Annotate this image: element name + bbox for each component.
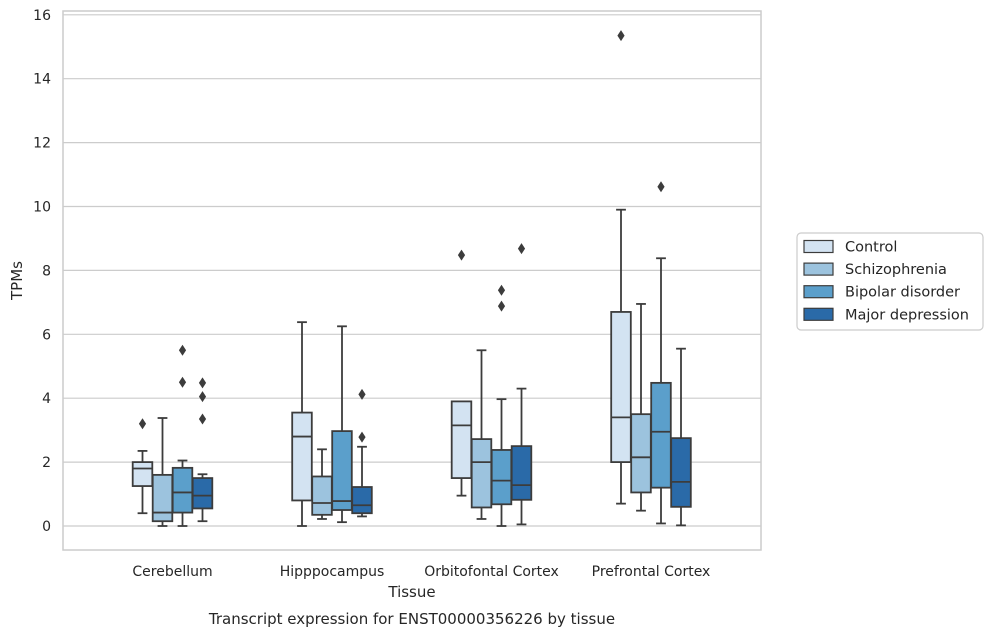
chart-caption: Transcript expression for ENST0000035622… bbox=[208, 610, 615, 628]
outlier-point bbox=[657, 181, 665, 193]
box-iqr bbox=[450, 400, 473, 479]
box-0-0 bbox=[131, 418, 154, 515]
box-iqr bbox=[510, 445, 533, 501]
box-iqr bbox=[311, 475, 333, 516]
outlier-point bbox=[497, 300, 506, 312]
outlier-point bbox=[198, 377, 207, 389]
legend-item: Major depression bbox=[803, 307, 969, 323]
legend-item: Control bbox=[803, 239, 897, 256]
box-iqr bbox=[470, 438, 493, 509]
outlier-point bbox=[198, 391, 207, 403]
x-tick-label: Prefrontal Cortex bbox=[592, 564, 711, 580]
y-tick-label: 16 bbox=[33, 8, 51, 24]
legend-label: Control bbox=[845, 240, 897, 256]
box-iqr bbox=[630, 413, 652, 494]
box-iqr bbox=[291, 411, 313, 502]
legend-label: Major depression bbox=[845, 307, 969, 323]
outlier-point bbox=[358, 388, 366, 400]
legend: Control Schizophrenia Bipolar disorder Majo… bbox=[796, 232, 984, 331]
box-iqr bbox=[171, 466, 194, 514]
x-tick-label: Cerebellum bbox=[132, 564, 212, 580]
box-3-1 bbox=[351, 388, 373, 518]
box-1-1 bbox=[311, 448, 333, 520]
box-iqr bbox=[131, 461, 154, 487]
legend-label: Bipolar disorder bbox=[845, 285, 960, 301]
box-iqr bbox=[490, 449, 513, 506]
outlier-point bbox=[457, 249, 466, 261]
box-iqr bbox=[351, 486, 373, 515]
box-iqr bbox=[331, 430, 353, 511]
y-tick-label: 0 bbox=[42, 519, 51, 535]
box-3-3 bbox=[670, 347, 692, 527]
legend-swatch bbox=[803, 262, 834, 276]
legend-label: Schizophrenia bbox=[845, 262, 947, 278]
box-0-1 bbox=[291, 321, 313, 527]
outlier-point bbox=[138, 418, 147, 430]
box-iqr bbox=[151, 473, 174, 523]
box-2-3 bbox=[650, 181, 672, 525]
box-0-3 bbox=[610, 30, 632, 505]
legend-swatch bbox=[803, 307, 834, 321]
legend-swatch bbox=[803, 239, 834, 254]
outlier-point bbox=[198, 413, 207, 425]
box-0-2 bbox=[450, 249, 473, 497]
y-tick-label: 14 bbox=[33, 72, 51, 88]
box-iqr bbox=[610, 311, 632, 463]
box-iqr bbox=[191, 477, 214, 510]
outlier-point bbox=[358, 431, 366, 443]
y-tick-label: 12 bbox=[33, 136, 51, 152]
y-tick-label: 6 bbox=[42, 327, 51, 343]
x-tick-label: Orbitofontal Cortex bbox=[424, 564, 559, 580]
box-3-0 bbox=[191, 377, 214, 523]
plot-frame bbox=[62, 10, 762, 551]
outlier-point bbox=[517, 243, 526, 255]
outlier-point bbox=[178, 376, 187, 388]
y-tick-label: 4 bbox=[42, 391, 51, 407]
y-tick-label: 2 bbox=[42, 455, 51, 471]
y-axis-label: TPMs bbox=[8, 261, 26, 301]
y-tick-label: 8 bbox=[42, 263, 51, 279]
box-2-1 bbox=[331, 325, 353, 524]
box-1-3 bbox=[630, 303, 652, 512]
box-series bbox=[131, 30, 692, 527]
outlier-point bbox=[617, 30, 625, 42]
legend-item: Bipolar disorder bbox=[803, 285, 960, 301]
x-axis-label: Tissue bbox=[387, 583, 435, 601]
outlier-point bbox=[497, 284, 506, 296]
x-tick-label: Hipppocampus bbox=[280, 564, 385, 580]
y-axis-ticks: 0 2 4 6 8 10 12 14 16 bbox=[33, 8, 51, 535]
box-iqr bbox=[650, 381, 672, 489]
legend-item: Schizophrenia bbox=[803, 262, 947, 278]
box-2-2 bbox=[490, 284, 513, 527]
box-iqr bbox=[670, 437, 692, 508]
x-axis-ticks: Cerebellum Hipppocampus Orbitofontal Corte… bbox=[132, 564, 710, 580]
outlier-point bbox=[178, 344, 187, 356]
box-1-2 bbox=[470, 349, 493, 520]
box-3-2 bbox=[510, 243, 533, 526]
legend-frame bbox=[796, 232, 984, 331]
y-tick-label: 10 bbox=[33, 200, 51, 216]
legend-swatch bbox=[803, 285, 834, 299]
